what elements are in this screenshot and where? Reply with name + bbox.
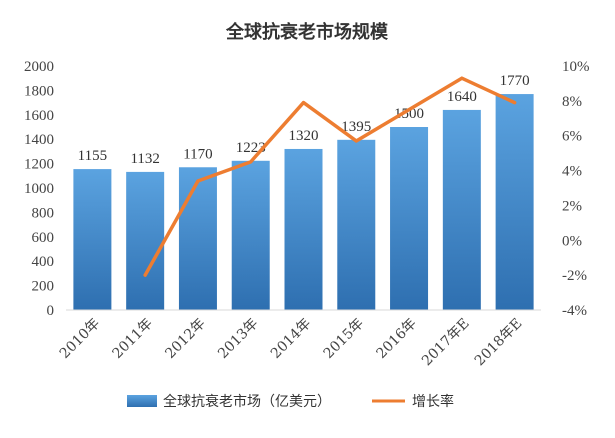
left-tick-label: 1800 [24,83,54,99]
bar [442,109,481,310]
growth-rate-point [249,160,253,164]
left-tick-label: 1200 [24,157,54,173]
left-tick-label: 800 [32,205,55,221]
growth-rate-point [302,101,305,105]
chart-title: 全球抗衰老市场规模 [225,21,389,43]
growth-rate-point [460,76,464,80]
growth-rate-point [354,139,358,143]
x-tick-label: 2012年 [162,316,208,362]
bar-data-label: 1770 [500,73,530,89]
left-tick-label: 1400 [24,132,54,148]
bar [284,148,323,310]
right-tick-label: 0% [562,233,582,249]
x-tick-label: 2016年 [373,316,419,362]
left-tick-label: 2000 [24,59,54,75]
bar-data-label: 1170 [183,146,212,162]
bar [73,169,112,310]
right-tick-label: 10% [562,59,590,75]
growth-rate-point [143,273,147,277]
x-axis: 2010年 2011年 2012年 2013年 2014年 2015年 2016年 2017年… [57,309,541,370]
right-tick-label: -4% [562,303,587,319]
legend: 全球抗衰老市场（亿美元） 增长率 [127,393,454,410]
right-y-axis: -4% -2% 0% 2% 4% 6% 8% 10% [562,59,590,319]
right-tick-label: 8% [562,94,582,110]
bar [178,167,217,310]
growth-rate-series [143,76,517,277]
bar-data-label: 1320 [289,128,319,144]
bar-data-label: 1395 [341,119,371,135]
legend-label-market: 全球抗衰老市场（亿美元） [163,393,331,410]
bar [390,127,429,310]
x-tick-label: 2013年 [215,316,261,362]
growth-rate-line [143,76,517,277]
right-tick-label: 6% [562,129,582,145]
x-tick-label: 2010年 [57,316,103,362]
bar-data-label: 1500 [394,106,424,122]
x-tick-label: 2015年 [321,316,367,362]
left-tick-label: 600 [32,230,55,246]
bar [495,94,534,310]
bar [126,171,165,310]
growth-rate-point [196,179,200,183]
x-tick-label: 2018年E [472,316,526,370]
growth-rate-point [407,108,411,112]
right-tick-label: -2% [562,268,587,284]
growth-rate-point [513,101,517,105]
bar [231,160,270,310]
x-tick-label: 2014年 [268,316,314,362]
bar-series [73,94,534,310]
legend-swatch-market [127,395,157,407]
x-tick-label: 2017年E [419,316,473,370]
right-tick-label: 2% [562,198,582,214]
left-tick-label: 0 [47,303,55,319]
left-tick-label: 1000 [24,181,54,197]
left-tick-label: 1600 [24,108,54,124]
left-y-axis: 0 200 400 600 800 1000 1200 1400 1600 1800 2000 [24,59,54,319]
legend-label-growth: 增长率 [412,393,454,410]
x-tick-label: 2011年 [110,316,156,362]
bar-data-label: 1132 [130,151,159,167]
bar [337,139,376,310]
right-tick-label: 4% [562,164,582,180]
bar-data-label: 1640 [447,89,477,105]
left-tick-label: 400 [32,254,55,270]
left-tick-label: 200 [32,279,55,295]
bar-data-label: 1155 [78,148,107,164]
